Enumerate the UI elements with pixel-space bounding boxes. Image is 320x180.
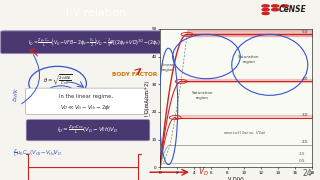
Text: Linear
region: Linear region [162, 63, 175, 72]
Text: $\frac{Z}{L}\mu_0 C_{ox}\!\left(V_{GS}\!-\!V_{th}\right)\!V_D$: $\frac{Z}{L}\mu_0 C_{ox}\!\left(V_{GS}\!… [13, 148, 62, 159]
FancyBboxPatch shape [26, 88, 147, 115]
Circle shape [281, 5, 288, 7]
Text: bulk: bulk [13, 87, 19, 101]
Text: $V_D$: $V_D$ [198, 166, 210, 178]
Text: I-V relation: I-V relation [66, 8, 126, 18]
Text: $\theta = \sqrt{\frac{2\varepsilon_s N_A}{C_{ox}}}$: $\theta = \sqrt{\frac{2\varepsilon_s N_A… [43, 74, 72, 87]
Text: 0.5: 0.5 [299, 159, 305, 163]
Circle shape [262, 8, 269, 11]
Circle shape [272, 5, 279, 7]
Text: 24: 24 [302, 169, 312, 178]
Text: $V_D \ll V_G - V_{th} - 2\phi_F$: $V_D \ll V_G - V_{th} - 2\phi_F$ [60, 103, 112, 112]
Text: CeNSE: CeNSE [278, 5, 307, 14]
FancyBboxPatch shape [26, 120, 150, 141]
Circle shape [262, 12, 269, 15]
Y-axis label: I_D(mA/cm^2): I_D(mA/cm^2) [144, 80, 150, 116]
Text: 2.5: 2.5 [301, 140, 308, 144]
Text: Saturation
region: Saturation region [191, 91, 213, 100]
X-axis label: V_D(V): V_D(V) [228, 176, 244, 180]
Circle shape [272, 8, 279, 11]
Text: $I_D = \frac{Z\,\mu_s C_{ox}}{L}\left\{\!\left[V_G\!-\!VFB\!-\!2\phi_F\!-\!\frac: $I_D = \frac{Z\,\mu_s C_{ox}}{L}\left\{\… [28, 36, 171, 48]
Text: onset of $I_{Dsat}$ vs. $V_{Dsat}$: onset of $I_{Dsat}$ vs. $V_{Dsat}$ [223, 129, 267, 137]
Text: 2.5: 2.5 [299, 152, 305, 156]
Text: $I_D = \frac{Z\,\mu_s C_{ox}}{L}(V_G - Vth)V_D$: $I_D = \frac{Z\,\mu_s C_{ox}}{L}(V_G - V… [57, 123, 119, 136]
Text: 4.0: 4.0 [301, 77, 308, 81]
Text: 5.0: 5.0 [301, 30, 308, 33]
Text: 3.0: 3.0 [301, 113, 308, 117]
FancyBboxPatch shape [1, 31, 198, 54]
Text: Saturation
region: Saturation region [238, 55, 260, 64]
Circle shape [262, 5, 269, 7]
Text: In the linear regime,: In the linear regime, [60, 94, 113, 99]
Text: BODY FACTOR: BODY FACTOR [112, 72, 157, 77]
